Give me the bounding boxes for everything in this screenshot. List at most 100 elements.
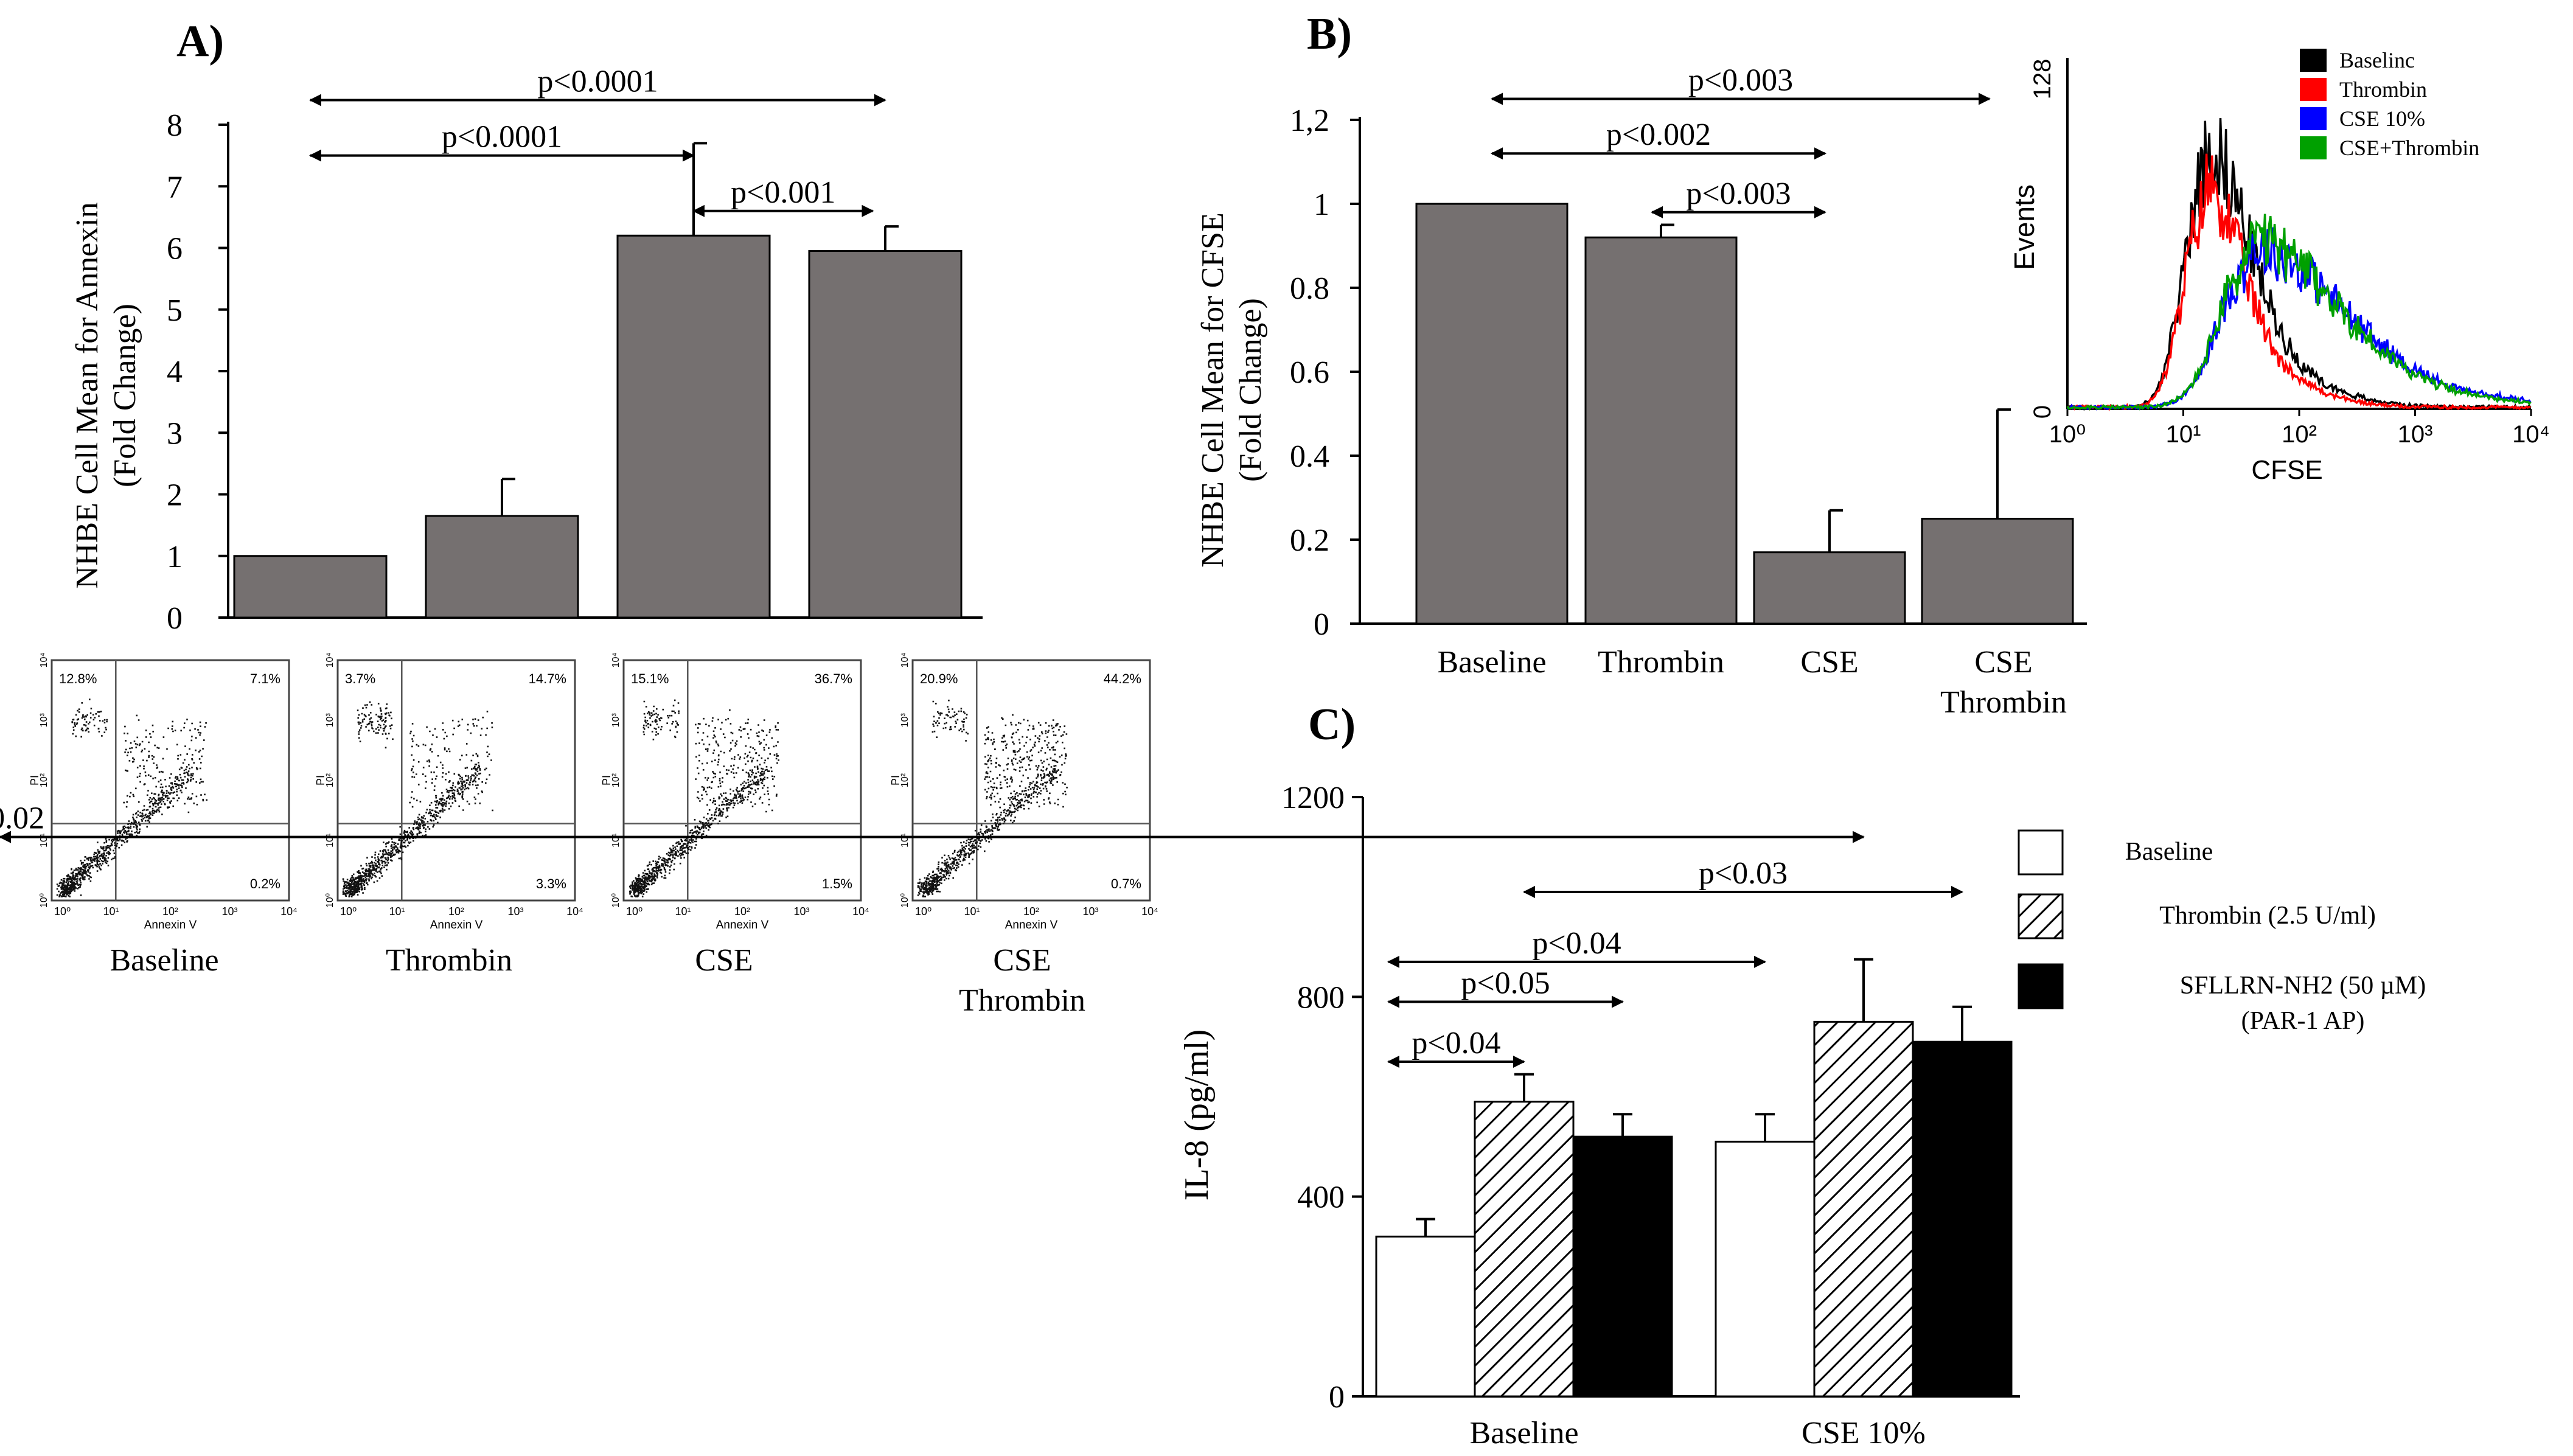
inset-x-tick-label: 10⁰ xyxy=(2049,421,2086,448)
a-y-tick-label: 8 xyxy=(167,108,183,143)
c-y-tick-label: 1200 xyxy=(1281,781,1345,815)
panel-b-cfse-histogram: 0 128 Events 10⁰ 10¹ 10² 10³ 10⁴ CFSE Baselinc Thr… xyxy=(2008,48,2550,485)
a-bar-cse-thrombin xyxy=(808,250,963,619)
a-bar-thrombin xyxy=(425,515,579,619)
c-legend-swatch-hatched xyxy=(2018,893,2064,939)
flow-y-tick: 10⁴ xyxy=(325,653,335,668)
panel-a-bar-chart: 0 1 2 3 4 5 6 7 8 NHBE Cell Mean for Annexin(Fold… xyxy=(70,64,983,636)
flow-quadrant-lr: 0.2% xyxy=(250,876,280,891)
inset-x-tick-label: 10² xyxy=(2282,421,2317,448)
a-significance-2-label: p<0.001 xyxy=(731,175,835,210)
inset-x-axis-title: CFSE xyxy=(2251,455,2322,485)
flow-x-axis-title: Annexin V xyxy=(430,919,483,932)
flow-x-axis-title: Annexin V xyxy=(716,919,769,932)
a-y-tick-label: 7 xyxy=(167,170,183,204)
b-y-tick-label: 0.4 xyxy=(1290,439,1329,474)
flow-x-tick: 10² xyxy=(734,905,750,918)
a-y-axis-title: NHBE Cell Mean for Annexin(Fold Change) xyxy=(70,202,142,588)
a-y-tick-label: 4 xyxy=(167,355,183,389)
inset-y-tick: 0 xyxy=(2029,405,2056,419)
b-y-axis-title: NHBE Cell Mean for CFSE(Fold Change) xyxy=(1196,212,1268,568)
flow-quadrant-ur: 36.7% xyxy=(815,671,852,686)
flow-y-tick: 10⁰ xyxy=(39,893,49,908)
flow-y-tick: 10³ xyxy=(900,713,910,728)
inset-legend-swatch xyxy=(2300,49,2327,72)
flow-events xyxy=(342,701,493,897)
flow-x-tick: 10³ xyxy=(221,905,237,918)
flow-plot-frame xyxy=(622,659,862,902)
flow-y-tick: 10⁴ xyxy=(611,653,621,668)
flow-plot-label: CSE xyxy=(695,943,753,978)
flow-y-axis-title: PI xyxy=(315,775,327,785)
flow-quadrant-lr: 0.7% xyxy=(1111,876,1141,891)
a-y-tick-label: 1 xyxy=(167,540,183,574)
flow-x-tick: 10³ xyxy=(507,905,523,918)
flow-y-tick: 10⁴ xyxy=(39,653,49,668)
c-group-label: CSE 10% xyxy=(1802,1416,1926,1451)
c-group-label: Baseline xyxy=(1469,1416,1578,1451)
b-category-label: CSE xyxy=(1974,645,2032,680)
inset-legend-swatch xyxy=(2300,107,2327,130)
panel-a-flow-plots: 12.8% 7.1% 0.2% 10⁰ 10¹ 10² 10³ 10⁴ Annexin V 10⁰… xyxy=(29,653,1158,1018)
flow-x-tick: 10¹ xyxy=(103,905,119,918)
inset-legend-label: CSE 10% xyxy=(2339,106,2425,131)
c-bar-hatched-1 xyxy=(1813,1020,1914,1398)
flow-x-tick: 10⁴ xyxy=(1141,905,1158,918)
flow-y-axis-title: PI xyxy=(29,775,41,785)
b-bar-thrombin xyxy=(1584,236,1738,625)
a-significance-1-label: p<0.0001 xyxy=(442,120,562,155)
inset-series-cse-thrombin xyxy=(2066,214,2532,411)
flow-y-tick: 10¹ xyxy=(325,834,335,848)
b-y-tick-label: 0.8 xyxy=(1290,271,1329,306)
flow-x-tick: 10³ xyxy=(1082,905,1098,918)
b-y-tick-label: 1,2 xyxy=(1290,103,1329,138)
flow-x-tick: 10⁰ xyxy=(915,905,931,918)
c-bar-black-1 xyxy=(1912,1040,2013,1398)
c-significance-4-label: p<0.04 xyxy=(1412,1026,1500,1061)
flow-y-tick: 10³ xyxy=(611,713,621,728)
a-y-tick-label: 5 xyxy=(167,293,183,328)
b-bar-baseline xyxy=(1415,203,1569,625)
flow-quadrant-ul: 3.7% xyxy=(345,671,375,686)
flow-quadrant-lr: 3.3% xyxy=(536,876,566,891)
flow-x-tick: 10⁴ xyxy=(566,905,583,918)
flow-x-axis-title: Annexin V xyxy=(1005,919,1058,932)
flow-quadrant-ur: 14.7% xyxy=(529,671,566,686)
flow-x-tick: 10⁰ xyxy=(626,905,642,918)
b-y-tick-label: 0.6 xyxy=(1290,355,1329,390)
b-significance-0-label: p<0.003 xyxy=(1688,63,1793,98)
flow-x-tick: 10⁰ xyxy=(340,905,357,918)
flow-plot-label: CSE xyxy=(993,943,1051,978)
a-y-tick-label: 3 xyxy=(167,416,183,451)
inset-series-baseline xyxy=(2066,118,2532,411)
flow-y-tick: 10⁰ xyxy=(325,893,335,908)
c-y-tick-label: 400 xyxy=(1297,1180,1345,1215)
flow-x-tick: 10³ xyxy=(793,905,809,918)
a-y-tick-label: 0 xyxy=(167,601,183,636)
c-significance-1-label: p<0.03 xyxy=(1699,856,1788,891)
b-category-label: Thrombin xyxy=(1940,685,2067,720)
flow-plot-thrombin: 3.7% 14.7% 3.3% 10⁰ 10¹ 10² 10³ 10⁴ Annexin V 10⁰… xyxy=(315,653,583,978)
flow-plot-label: Thrombin xyxy=(386,943,512,978)
inset-legend-label: Baselinc xyxy=(2339,48,2415,72)
flow-events xyxy=(917,699,1068,897)
b-significance-2-label: p<0.003 xyxy=(1686,176,1791,211)
b-bar-cse xyxy=(1753,551,1906,625)
c-bar-hatched-0 xyxy=(1474,1101,1575,1398)
flow-y-tick: 10³ xyxy=(39,713,49,728)
flow-y-tick: 10² xyxy=(39,773,49,787)
b-category-label: Thrombin xyxy=(1598,645,1724,680)
c-bar-black-0 xyxy=(1572,1135,1673,1398)
c-significance-2-label: p<0.04 xyxy=(1532,926,1621,961)
c-legend-label: Baseline xyxy=(2125,838,2213,866)
inset-y-axis-title: Events xyxy=(2008,184,2040,270)
flow-x-tick: 10⁴ xyxy=(852,905,869,918)
inset-legend-label: CSE+Thrombin xyxy=(2339,136,2479,160)
inset-legend-label: Thrombin xyxy=(2339,77,2427,102)
b-significance-1-label: p<0.002 xyxy=(1606,117,1711,152)
a-bar-baseline xyxy=(233,555,388,619)
flow-y-axis-title: PI xyxy=(890,775,902,785)
c-legend-swatch-white xyxy=(2018,829,2064,876)
